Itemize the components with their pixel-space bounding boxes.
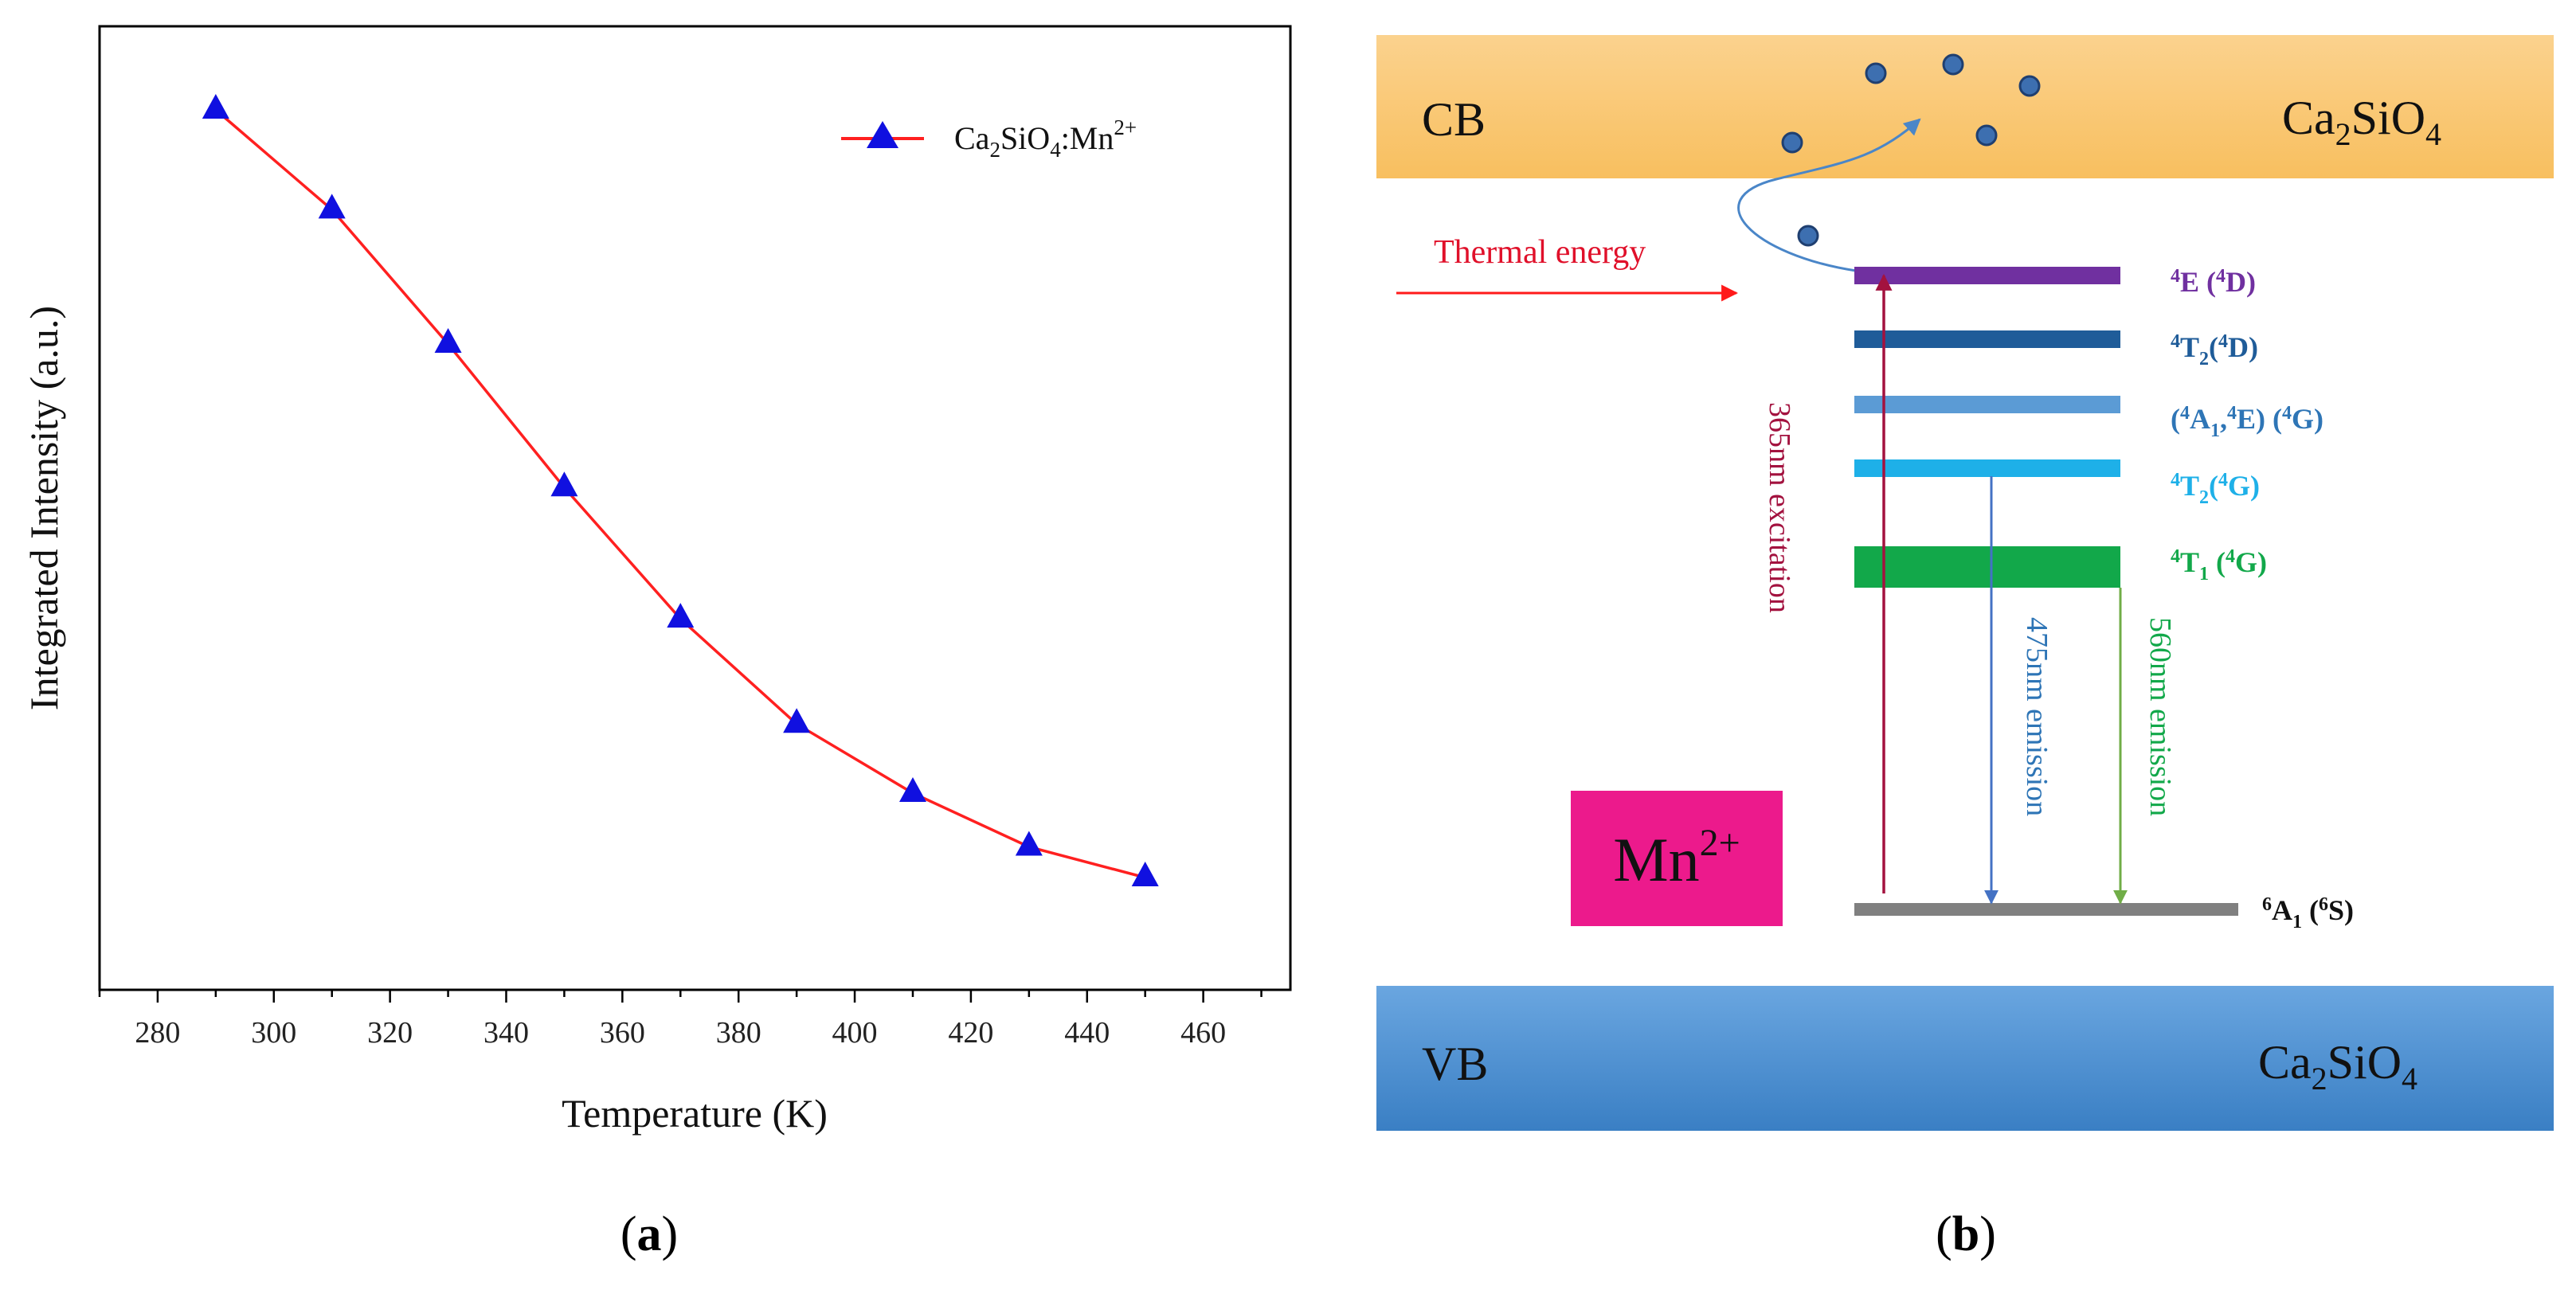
plot-frame <box>98 25 1292 991</box>
electron <box>2018 75 2041 97</box>
thermal-escape-arrow <box>1737 118 1921 272</box>
level-bar-4T2G <box>1854 459 2120 477</box>
x-tick-label: 320 <box>367 1016 413 1050</box>
level-label-4A1E: (4A1,4E) (4G) <box>2171 403 2323 441</box>
x-tick-label: 440 <box>1064 1016 1110 1050</box>
data-point-marker <box>434 328 462 354</box>
level-labels: 4E (4D) 4T2(4D) (4A1,4E) (4G) 4T2(4G) 4T1 (4… <box>2171 266 2354 932</box>
blue-emission-label: 475nm emission <box>2020 617 2053 816</box>
conduction-band <box>1376 35 2554 178</box>
data-point-marker <box>318 194 346 219</box>
x-tick-label: 280 <box>135 1016 180 1050</box>
electrons <box>1781 53 2041 247</box>
level-bar-4T2D <box>1854 330 2120 348</box>
level-label-4E: 4E (4D) <box>2171 266 2256 298</box>
data-point-marker <box>550 471 578 497</box>
vb-label: VB <box>1422 1038 1488 1090</box>
level-label-4T1G: 4T1 (4G) <box>2171 546 2267 584</box>
data-point-marker <box>667 603 695 628</box>
electron <box>1781 131 1803 154</box>
x-tick-label: 400 <box>832 1016 878 1050</box>
electron <box>1975 124 1998 147</box>
panel-label-b: (b) <box>1936 1207 1996 1261</box>
panel-label-a: (a) <box>621 1207 678 1261</box>
energy-level-diagram: CB Ca2SiO4 VB Ca2SiO4 Thermal energy Mn2… <box>1376 35 2554 1261</box>
legend-marker <box>867 121 898 148</box>
level-bar-4E <box>1854 267 2120 284</box>
ion-box <box>1571 791 1783 926</box>
series-line <box>214 108 1146 879</box>
x-tick-label: 340 <box>483 1016 529 1050</box>
intensity-chart: 280 300 320 340 360 380 400 420 440 460 Temperatu… <box>22 25 1292 1261</box>
x-tick-label: 300 <box>251 1016 296 1050</box>
data-point-marker <box>202 94 229 119</box>
electron <box>1865 62 1887 84</box>
level-bar-4T1G <box>1854 546 2120 588</box>
legend-label: Ca2SiO4:Mn2+ <box>954 115 1137 162</box>
cb-label: CB <box>1422 93 1486 146</box>
data-point-marker <box>898 776 926 802</box>
excitation-label: 365nm excitation <box>1763 402 1796 613</box>
ion-label: Mn2+ <box>1613 822 1740 894</box>
x-tick-label: 420 <box>948 1016 993 1050</box>
green-emission-label: 560nm emission <box>2143 617 2177 816</box>
x-axis-label: Temperature (K) <box>562 1091 828 1136</box>
x-axis-ticks: 280 300 320 340 360 380 400 420 440 460 <box>98 990 1263 1050</box>
series-layer <box>202 94 1159 886</box>
cb-material: Ca2SiO4 <box>2282 92 2441 152</box>
level-bar-6A1 <box>1854 903 2238 916</box>
y-axis-label: Integrated Intensity (a.u.) <box>22 306 66 710</box>
data-point-marker <box>1015 831 1043 856</box>
electron <box>1942 53 1964 76</box>
x-tick-label: 360 <box>600 1016 645 1050</box>
data-point-marker <box>1131 862 1159 886</box>
level-label-4T2D: 4T2(4D) <box>2171 331 2258 369</box>
x-tick-label: 380 <box>716 1016 761 1050</box>
thermal-energy-label: Thermal energy <box>1434 234 1646 271</box>
data-point-marker <box>783 708 811 733</box>
legend: Ca2SiO4:Mn2+ <box>841 115 1137 162</box>
valence-band <box>1376 986 2554 1131</box>
vb-material: Ca2SiO4 <box>2258 1036 2417 1097</box>
x-tick-label: 460 <box>1180 1016 1226 1050</box>
level-label-6A1: 6A1 (6S) <box>2262 894 2354 932</box>
level-bar-4A1E <box>1854 396 2120 413</box>
electron <box>1797 225 1819 247</box>
level-label-4T2G: 4T2(4G) <box>2171 470 2260 508</box>
